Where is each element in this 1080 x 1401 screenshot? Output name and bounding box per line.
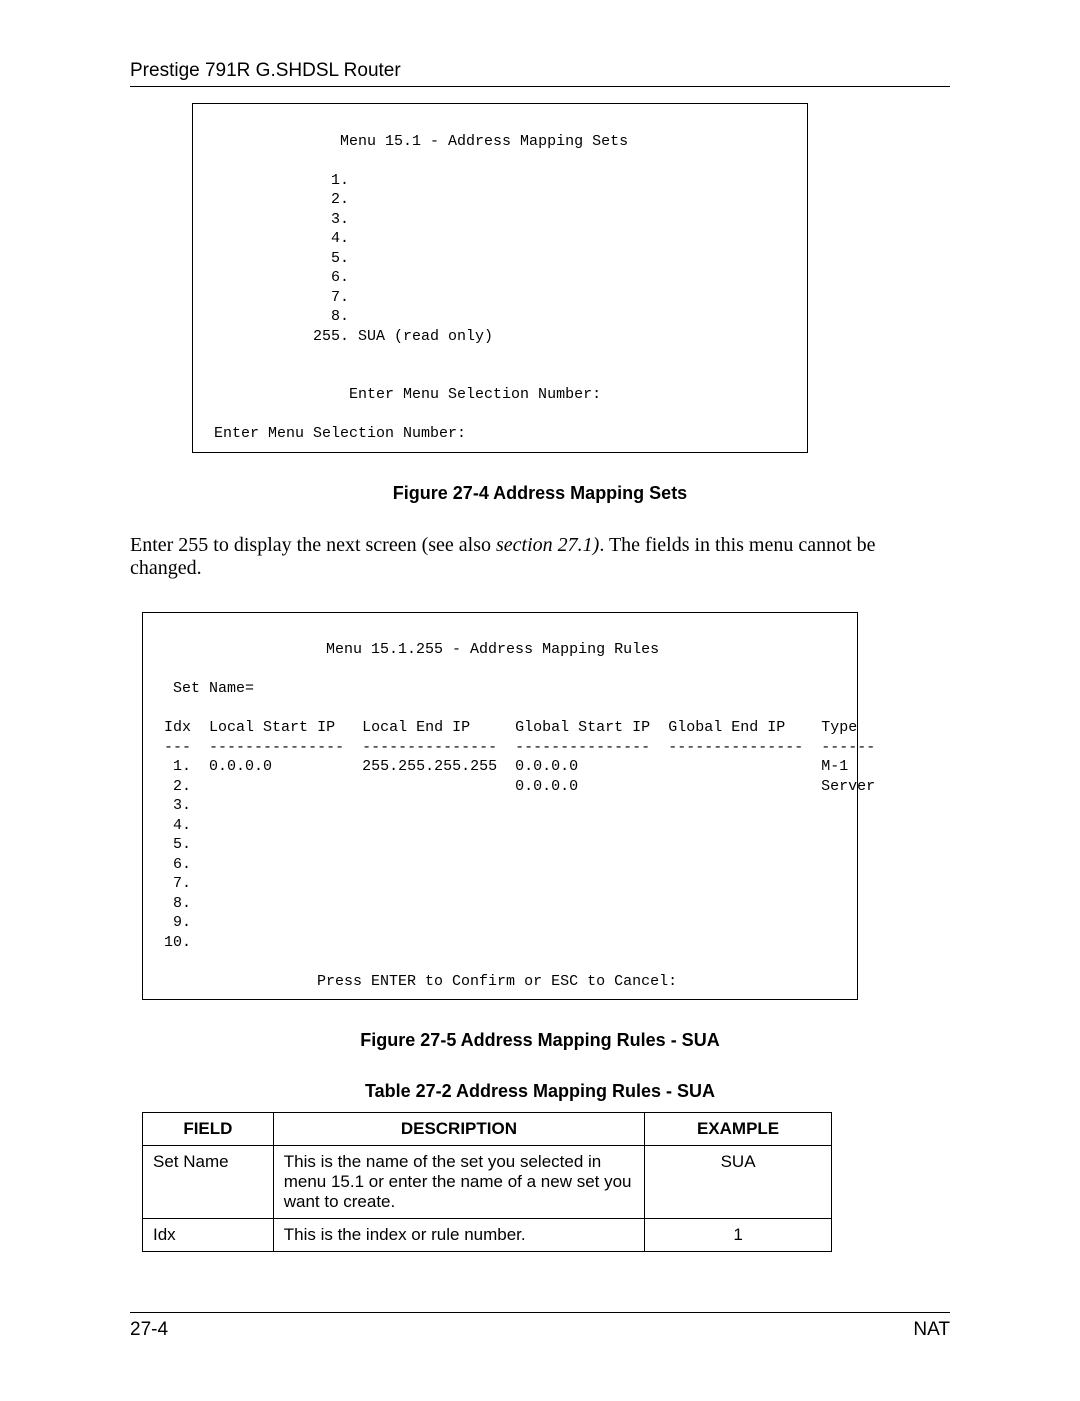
row2-idx: 2. bbox=[164, 778, 191, 795]
table-row: Set Name This is the name of the set you… bbox=[143, 1146, 832, 1219]
table-caption: Table 27-2 Address Mapping Rules - SUA bbox=[130, 1081, 950, 1102]
page-header: Prestige 791R G.SHDSL Router bbox=[130, 60, 950, 87]
figure-caption-2: Figure 27-5 Address Mapping Rules - SUA bbox=[130, 1030, 950, 1051]
col-type: Type bbox=[821, 719, 857, 736]
row-idx: 4. bbox=[164, 817, 191, 834]
menu-item: 3. bbox=[331, 211, 349, 228]
th-field: FIELD bbox=[143, 1113, 274, 1146]
menu-title-2: Menu 15.1.255 - Address Mapping Rules bbox=[326, 641, 659, 658]
row1-idx: 1. bbox=[164, 758, 191, 775]
row-idx: 10. bbox=[164, 934, 191, 951]
set-name: Set Name= bbox=[173, 680, 254, 697]
readonly-item: 255. SUA (read only) bbox=[313, 328, 493, 345]
menu-item: 2. bbox=[331, 191, 349, 208]
sep: --- bbox=[164, 739, 191, 756]
row-idx: 6. bbox=[164, 856, 191, 873]
th-desc: DESCRIPTION bbox=[273, 1113, 644, 1146]
page-footer: 27-4 NAT bbox=[130, 1312, 950, 1341]
rules-table: FIELD DESCRIPTION EXAMPLE Set Name This … bbox=[142, 1112, 832, 1252]
sep: --------------- bbox=[515, 739, 650, 756]
cell-field: Idx bbox=[143, 1219, 274, 1252]
footer-right: NAT bbox=[913, 1319, 950, 1341]
row1-leip: 255.255.255.255 bbox=[362, 758, 497, 775]
col-leip: Local End IP bbox=[362, 719, 470, 736]
sep: ------ bbox=[821, 739, 875, 756]
cell-example: 1 bbox=[645, 1219, 832, 1252]
row1-lsip: 0.0.0.0 bbox=[209, 758, 272, 775]
footer-left: 27-4 bbox=[130, 1319, 168, 1341]
menu-item: 5. bbox=[331, 250, 349, 267]
cell-desc: This is the index or rule number. bbox=[273, 1219, 644, 1252]
sep: --------------- bbox=[209, 739, 344, 756]
header-title: Prestige 791R G.SHDSL Router bbox=[130, 60, 401, 81]
th-example: EXAMPLE bbox=[645, 1113, 832, 1146]
row2-type: Server bbox=[821, 778, 875, 795]
body-text-italic: section 27.1) bbox=[496, 534, 599, 556]
col-lsip: Local Start IP bbox=[209, 719, 335, 736]
cell-example: SUA bbox=[645, 1146, 832, 1219]
row-idx: 9. bbox=[164, 914, 191, 931]
table-row: Idx This is the index or rule number. 1 bbox=[143, 1219, 832, 1252]
row1-gsip: 0.0.0.0 bbox=[515, 758, 578, 775]
row-idx: 5. bbox=[164, 836, 191, 853]
menu-prompt-bottom: Enter Menu Selection Number: bbox=[214, 425, 466, 442]
row-idx: 3. bbox=[164, 797, 191, 814]
menu-item: 6. bbox=[331, 269, 349, 286]
terminal-address-mapping-rules: Menu 15.1.255 - Address Mapping Rules Se… bbox=[142, 612, 858, 1001]
menu-item: 1. bbox=[331, 172, 349, 189]
confirm-footer: Press ENTER to Confirm or ESC to Cancel: bbox=[317, 973, 677, 990]
row-idx: 8. bbox=[164, 895, 191, 912]
body-text-pre: Enter 255 to display the next screen (se… bbox=[130, 534, 496, 556]
col-gsip: Global Start IP bbox=[515, 719, 650, 736]
menu-item: 8. bbox=[331, 308, 349, 325]
sep: --------------- bbox=[362, 739, 497, 756]
menu-prompt: Enter Menu Selection Number: bbox=[349, 386, 601, 403]
row-idx: 7. bbox=[164, 875, 191, 892]
col-idx: Idx bbox=[164, 719, 191, 736]
body-paragraph: Enter 255 to display the next screen (se… bbox=[130, 534, 950, 580]
cell-field: Set Name bbox=[143, 1146, 274, 1219]
menu-item: 4. bbox=[331, 230, 349, 247]
terminal-address-mapping-sets: Menu 15.1 - Address Mapping Sets 1. 2. 3… bbox=[192, 103, 808, 453]
menu-item: 7. bbox=[331, 289, 349, 306]
menu-title: Menu 15.1 - Address Mapping Sets bbox=[340, 133, 628, 150]
row1-type: M-1 bbox=[821, 758, 848, 775]
sep: --------------- bbox=[668, 739, 803, 756]
col-geip: Global End IP bbox=[668, 719, 785, 736]
row2-gsip: 0.0.0.0 bbox=[515, 778, 578, 795]
figure-caption-1: Figure 27-4 Address Mapping Sets bbox=[130, 483, 950, 504]
cell-desc: This is the name of the set you selected… bbox=[273, 1146, 644, 1219]
table-header-row: FIELD DESCRIPTION EXAMPLE bbox=[143, 1113, 832, 1146]
